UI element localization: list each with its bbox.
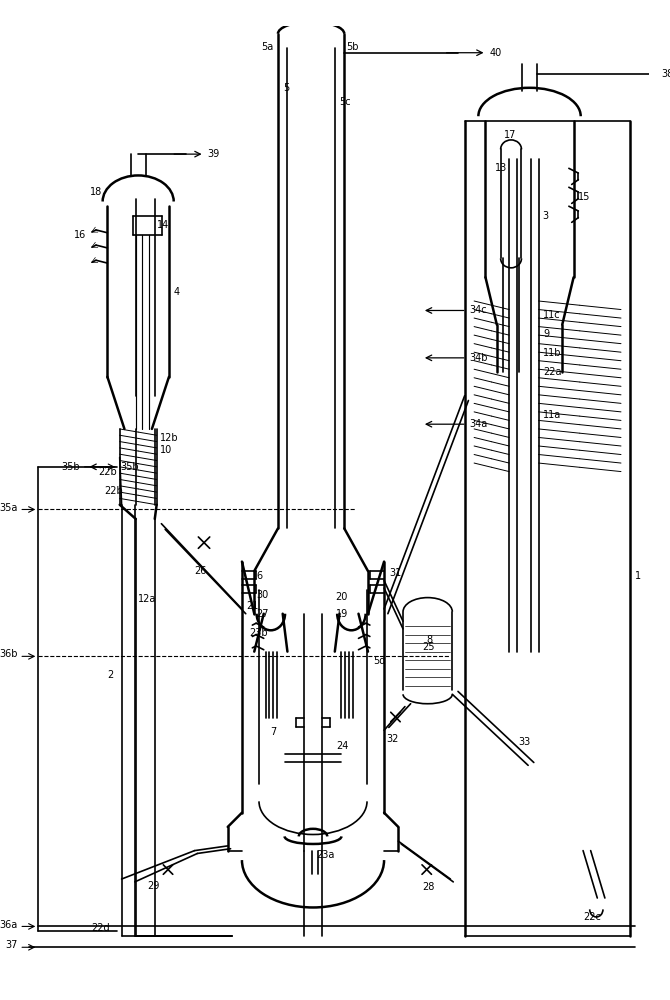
Text: 40: 40 (489, 48, 502, 58)
Text: 20: 20 (335, 592, 347, 602)
Text: 4: 4 (174, 287, 180, 297)
Text: 21: 21 (247, 601, 259, 611)
Text: 36b: 36b (0, 649, 17, 659)
Text: 39: 39 (207, 149, 220, 159)
Text: 33: 33 (519, 737, 531, 747)
Text: 13: 13 (495, 163, 507, 173)
Text: 23a: 23a (316, 850, 334, 860)
Text: 3: 3 (542, 211, 549, 221)
Text: 25: 25 (422, 642, 434, 652)
Text: 11c: 11c (543, 310, 561, 320)
Text: 22b: 22b (98, 467, 117, 477)
Text: 8: 8 (427, 635, 433, 645)
Text: 22b: 22b (105, 486, 123, 496)
Text: 12a: 12a (138, 594, 156, 604)
Text: 5b: 5b (346, 42, 358, 52)
Text: 5c: 5c (340, 97, 351, 107)
Text: 37: 37 (5, 940, 17, 950)
Text: 22c: 22c (583, 912, 601, 922)
Text: 38: 38 (662, 69, 670, 79)
Text: 5d: 5d (373, 656, 385, 666)
Text: 7: 7 (271, 727, 277, 737)
Text: 2: 2 (107, 670, 114, 680)
Text: 34a: 34a (470, 419, 488, 429)
Text: 27: 27 (256, 609, 269, 619)
Text: 26: 26 (194, 566, 207, 576)
Text: 15: 15 (578, 192, 591, 202)
Text: 35b: 35b (61, 462, 80, 472)
Text: 22a: 22a (543, 367, 561, 377)
Text: 18: 18 (90, 187, 103, 197)
Text: 22d: 22d (92, 923, 111, 933)
Text: 5: 5 (283, 83, 289, 93)
Text: 34c: 34c (470, 305, 487, 315)
Text: 19: 19 (336, 609, 348, 619)
Text: 32: 32 (386, 734, 399, 744)
Text: 35a: 35a (0, 503, 17, 513)
Text: 34b: 34b (470, 353, 488, 363)
Text: 28: 28 (422, 882, 434, 892)
Text: 31: 31 (389, 568, 401, 578)
Text: 14: 14 (157, 220, 169, 230)
Text: 11b: 11b (543, 348, 561, 358)
Text: 1: 1 (635, 571, 641, 581)
Text: 10: 10 (159, 445, 172, 455)
Text: 23b: 23b (249, 628, 268, 638)
Text: 24: 24 (337, 741, 349, 751)
Text: 12b: 12b (159, 433, 178, 443)
Text: 35b: 35b (121, 462, 139, 472)
Text: 36a: 36a (0, 920, 17, 930)
Text: 29: 29 (147, 881, 159, 891)
Text: 11a: 11a (543, 410, 561, 420)
Text: 30: 30 (256, 590, 269, 600)
Text: 5a: 5a (261, 42, 273, 52)
Text: 16: 16 (74, 230, 86, 240)
Text: 9: 9 (543, 329, 549, 339)
Text: 17: 17 (505, 130, 517, 140)
Text: 6: 6 (256, 571, 262, 581)
